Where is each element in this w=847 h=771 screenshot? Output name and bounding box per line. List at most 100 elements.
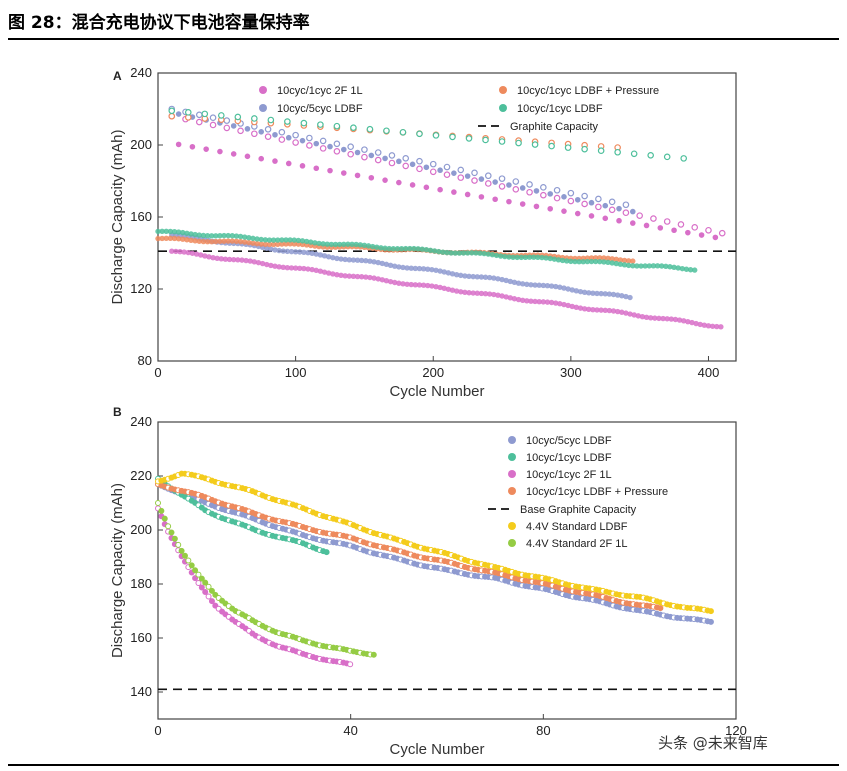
data-point [548, 299, 555, 306]
x-tick-label: 300 [560, 365, 582, 380]
data-point [453, 288, 460, 294]
data-point [217, 238, 223, 245]
data-point [544, 282, 551, 289]
data-point [309, 266, 315, 273]
data-point [388, 152, 396, 159]
data-point [592, 255, 599, 261]
data-point [285, 160, 292, 167]
data-point [230, 123, 237, 129]
data-point [306, 134, 313, 142]
data-point [305, 250, 311, 256]
data-point [445, 270, 452, 276]
data-point [443, 163, 451, 171]
data-point [184, 230, 190, 236]
data-point [163, 235, 169, 242]
data-point [547, 205, 554, 212]
data-point [431, 248, 438, 254]
data-point [419, 246, 425, 252]
data-point [478, 176, 485, 182]
data-point [443, 171, 451, 179]
data-point [288, 265, 295, 271]
data-point [660, 315, 666, 322]
data-point [506, 182, 512, 188]
data-point [316, 240, 322, 247]
data-point [427, 247, 434, 254]
legend-entry: 10cyc/1cyc 2F 1L [508, 469, 612, 481]
data-point [451, 189, 457, 195]
data-point [287, 241, 293, 247]
data-point [382, 177, 388, 183]
data-point [605, 255, 611, 262]
data-point [445, 286, 452, 292]
data-point [553, 186, 561, 194]
data-point [565, 302, 571, 309]
data-point [623, 310, 629, 316]
data-point [244, 153, 251, 160]
data-point [574, 196, 581, 203]
data-point [518, 254, 525, 261]
data-point [478, 274, 485, 280]
data-point [258, 155, 265, 162]
data-point [440, 249, 446, 255]
data-point [590, 306, 596, 313]
data-point [420, 282, 427, 288]
data-point [536, 298, 542, 305]
data-point [464, 250, 471, 256]
series-yellow [155, 470, 714, 615]
legend-label: 10cyc/1cyc 2F 1L [526, 469, 612, 481]
data-point [608, 206, 616, 214]
data-point [206, 254, 212, 260]
data-point [522, 254, 529, 260]
data-point [371, 259, 377, 265]
data-point [297, 249, 303, 255]
data-point [416, 165, 423, 173]
x-tick-label: 40 [343, 723, 357, 738]
data-point [367, 274, 373, 281]
data-point [279, 237, 285, 243]
y-tick-label: 240 [130, 65, 152, 80]
data-point [347, 150, 354, 158]
data-point [178, 547, 185, 554]
data-point [195, 580, 202, 587]
data-point [299, 137, 306, 144]
data-point [664, 316, 670, 322]
data-point [569, 303, 575, 310]
series-blue [155, 481, 714, 625]
data-point [526, 254, 533, 260]
data-point [229, 233, 236, 239]
series-teal [155, 107, 698, 273]
data-point [350, 257, 357, 263]
data-point [323, 549, 330, 556]
data-point [449, 287, 456, 293]
data-point [449, 133, 456, 141]
data-point [561, 285, 567, 291]
data-point [237, 238, 244, 245]
data-point [519, 185, 526, 191]
data-point [202, 588, 209, 595]
data-point [481, 250, 487, 257]
data-point [622, 201, 630, 209]
data-point [165, 523, 172, 530]
data-point [449, 271, 456, 277]
data-point [568, 258, 574, 265]
data-point [491, 275, 497, 281]
data-point [254, 236, 260, 242]
data-point [614, 292, 621, 298]
data-point [363, 274, 369, 280]
data-point [378, 245, 384, 251]
data-point [210, 254, 216, 261]
data-point [491, 291, 497, 298]
data-point [262, 241, 269, 248]
legend-marker [259, 104, 267, 112]
data-point [656, 315, 662, 322]
data-point [308, 239, 314, 245]
data-point [276, 247, 282, 254]
data-point [677, 221, 685, 228]
series-green [155, 500, 377, 658]
data-point [317, 268, 324, 274]
data-point [553, 194, 561, 202]
data-point [569, 287, 575, 293]
data-point [614, 148, 621, 156]
data-point [402, 155, 410, 162]
data-point [226, 256, 233, 263]
